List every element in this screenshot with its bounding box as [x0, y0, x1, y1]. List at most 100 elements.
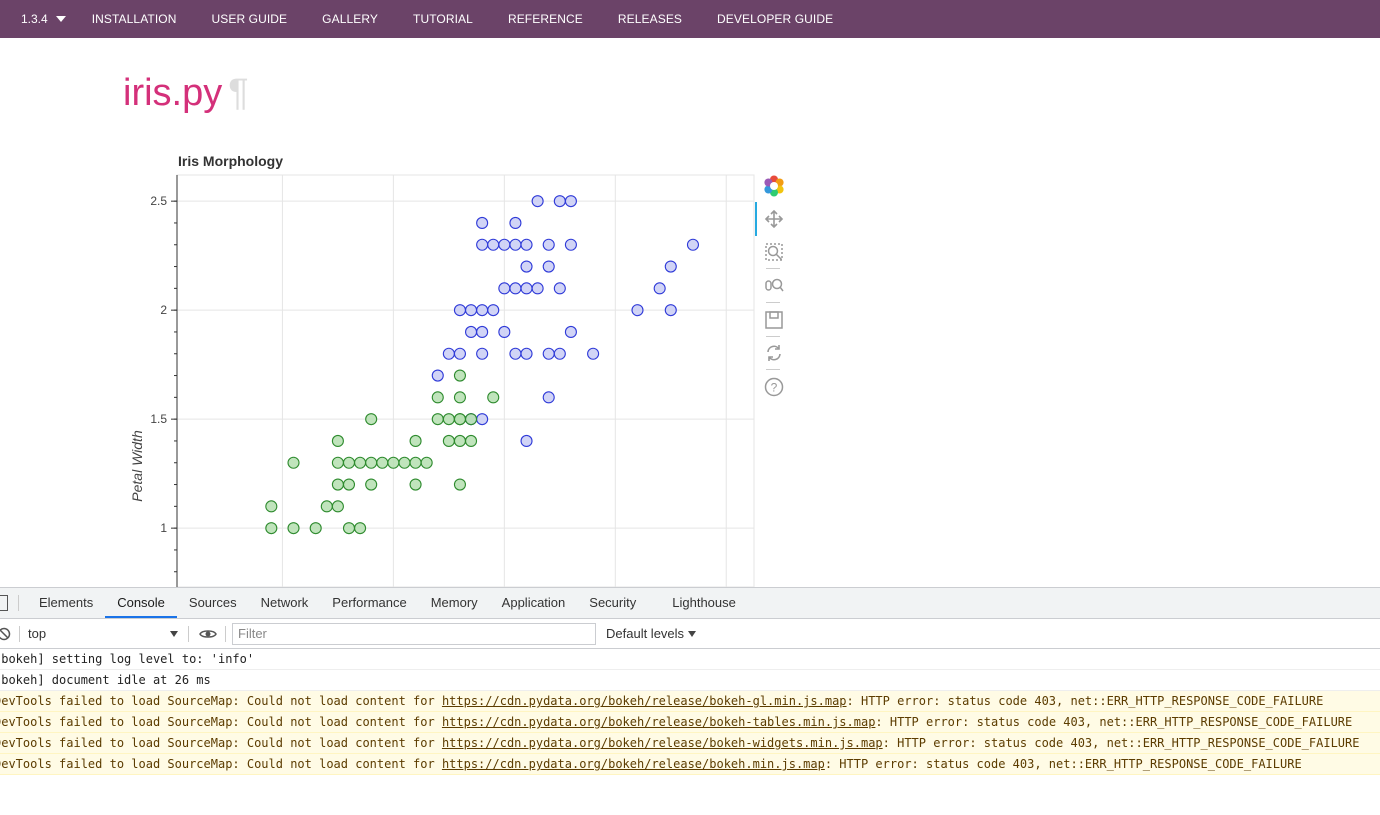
bokeh-logo-icon[interactable] — [763, 175, 785, 197]
scatter-point — [453, 391, 467, 404]
console-message-text: DevTools failed to load SourceMap: Could… — [0, 715, 442, 729]
toolbar-divider — [766, 336, 780, 337]
console-message-text: : HTTP error: status code 403, net::ERR_… — [846, 694, 1324, 708]
scatter-point — [520, 260, 533, 273]
pan-icon[interactable] — [763, 208, 785, 230]
log-levels-label: Default levels — [606, 626, 685, 641]
scatter-point — [342, 478, 356, 491]
plot-frame — [176, 174, 755, 587]
scatter-point — [464, 325, 478, 339]
save-icon[interactable] — [763, 309, 785, 331]
tab-application[interactable]: Application — [501, 595, 566, 610]
nav-developer-guide[interactable]: DEVELOPER GUIDE — [717, 12, 834, 26]
scatter-point — [476, 325, 489, 339]
scatter-point — [453, 304, 467, 317]
sourcemap-link[interactable]: https://cdn.pydata.org/bokeh/release/bok… — [441, 694, 847, 708]
toolbar-divider — [18, 595, 19, 611]
sourcemap-link[interactable]: https://cdn.pydata.org/bokeh/release/bok… — [441, 736, 883, 750]
console-filter-bar: top Default levels — [0, 619, 1380, 649]
tab-network[interactable]: Network — [260, 595, 309, 610]
scatter-point — [520, 238, 533, 251]
scatter-point — [509, 238, 522, 251]
scatter-point — [531, 195, 544, 208]
scatter-point — [476, 238, 489, 251]
help-icon[interactable]: ? — [763, 376, 785, 398]
tab-memory[interactable]: Memory — [430, 595, 478, 610]
y-tick-label: 1.5 — [150, 412, 167, 426]
log-levels-dropdown[interactable]: Default levels — [606, 626, 697, 641]
scatter-point — [354, 522, 367, 535]
tab-performance[interactable]: Performance — [332, 595, 407, 610]
caret-down-icon — [170, 630, 178, 637]
nav-releases[interactable]: RELEASES — [617, 12, 683, 26]
scatter-point — [520, 282, 533, 295]
sourcemap-link[interactable]: https://cdn.pydata.org/bokeh/release/bok… — [441, 757, 825, 771]
scatter-point — [542, 347, 555, 360]
toolbar-divider — [188, 625, 189, 642]
console-message-text: [bokeh] setting log level to: 'info' — [0, 652, 255, 666]
scatter-point — [553, 347, 566, 360]
scatter-point — [453, 478, 467, 491]
scatter-point — [287, 456, 300, 469]
device-toolbar-icon[interactable] — [0, 595, 8, 611]
scatter-point — [487, 391, 500, 404]
y-tick-label: 1 — [160, 521, 167, 535]
sourcemap-link[interactable]: https://cdn.pydata.org/bokeh/release/bok… — [441, 715, 876, 729]
reset-icon[interactable] — [763, 342, 785, 364]
nav-user-guide[interactable]: USER GUIDE — [211, 12, 288, 26]
tab-elements[interactable]: Elements — [39, 595, 94, 610]
scatter-point — [587, 347, 600, 360]
console-message-text: : HTTP error: status code 403, net::ERR_… — [882, 736, 1360, 750]
nav-reference[interactable]: REFERENCE — [507, 12, 583, 26]
scatter-point — [309, 522, 322, 535]
scatter-point — [664, 260, 677, 273]
eye-icon[interactable] — [199, 628, 217, 640]
console-message-text: [bokeh] document idle at 26 ms — [0, 673, 211, 687]
scatter-point — [431, 391, 444, 404]
console-message-text: DevTools failed to load SourceMap: Could… — [0, 736, 442, 750]
toolbar-divider — [766, 369, 780, 370]
nav-tutorial[interactable]: TUTORIAL — [413, 12, 473, 26]
nav-gallery[interactable]: GALLERY — [322, 12, 379, 26]
tab-console[interactable]: Console — [105, 588, 177, 618]
scatter-point — [442, 347, 455, 360]
console-filter-input[interactable] — [232, 622, 596, 645]
scatter-point — [664, 304, 677, 317]
scatter-point — [409, 478, 422, 491]
scatter-plot[interactable]: 2.5 2 1.5 1 Petal Width — [0, 170, 760, 587]
wheel-zoom-icon[interactable] — [763, 275, 785, 297]
clear-console-icon[interactable] — [0, 627, 11, 641]
console-message-text: DevTools failed to load SourceMap: Could… — [0, 757, 442, 771]
scatter-point — [542, 391, 555, 404]
scatter-point — [320, 500, 333, 513]
scatter-point — [498, 282, 511, 295]
tab-security[interactable]: Security — [589, 595, 637, 610]
tab-lighthouse[interactable]: Lighthouse — [672, 595, 736, 610]
console-warning: DevTools failed to load SourceMap: Could… — [0, 733, 1380, 754]
top-navbar: 1.3.4 INSTALLATION USER GUIDE GALLERY TU… — [0, 0, 1380, 38]
permalink-icon[interactable]: ¶ — [228, 72, 249, 114]
scatter-point — [453, 347, 467, 360]
console-message-text: DevTools failed to load SourceMap: Could… — [0, 694, 442, 708]
caret-down-icon — [688, 630, 697, 637]
toolbar-divider — [19, 625, 20, 642]
scatter-point — [331, 456, 344, 469]
console-message: [bokeh] document idle at 26 ms — [0, 670, 1380, 691]
scatter-point — [498, 325, 511, 339]
active-tool-indicator — [755, 202, 757, 236]
scatter-point — [331, 478, 344, 491]
context-selector[interactable]: top — [24, 624, 184, 644]
scatter-point — [564, 325, 577, 339]
data-points — [265, 195, 700, 535]
scatter-point — [653, 282, 666, 295]
scatter-point — [453, 369, 467, 382]
scatter-point — [464, 434, 478, 447]
scatter-point — [331, 434, 344, 447]
console-message: [bokeh] setting log level to: 'info' — [0, 649, 1380, 670]
tab-sources[interactable]: Sources — [188, 595, 237, 610]
chart-title: Iris Morphology — [178, 153, 283, 169]
nav-installation[interactable]: INSTALLATION — [91, 12, 177, 26]
version-dropdown[interactable]: 1.3.4 — [21, 12, 66, 26]
box-zoom-icon[interactable] — [763, 241, 785, 263]
scatter-point — [354, 456, 367, 469]
